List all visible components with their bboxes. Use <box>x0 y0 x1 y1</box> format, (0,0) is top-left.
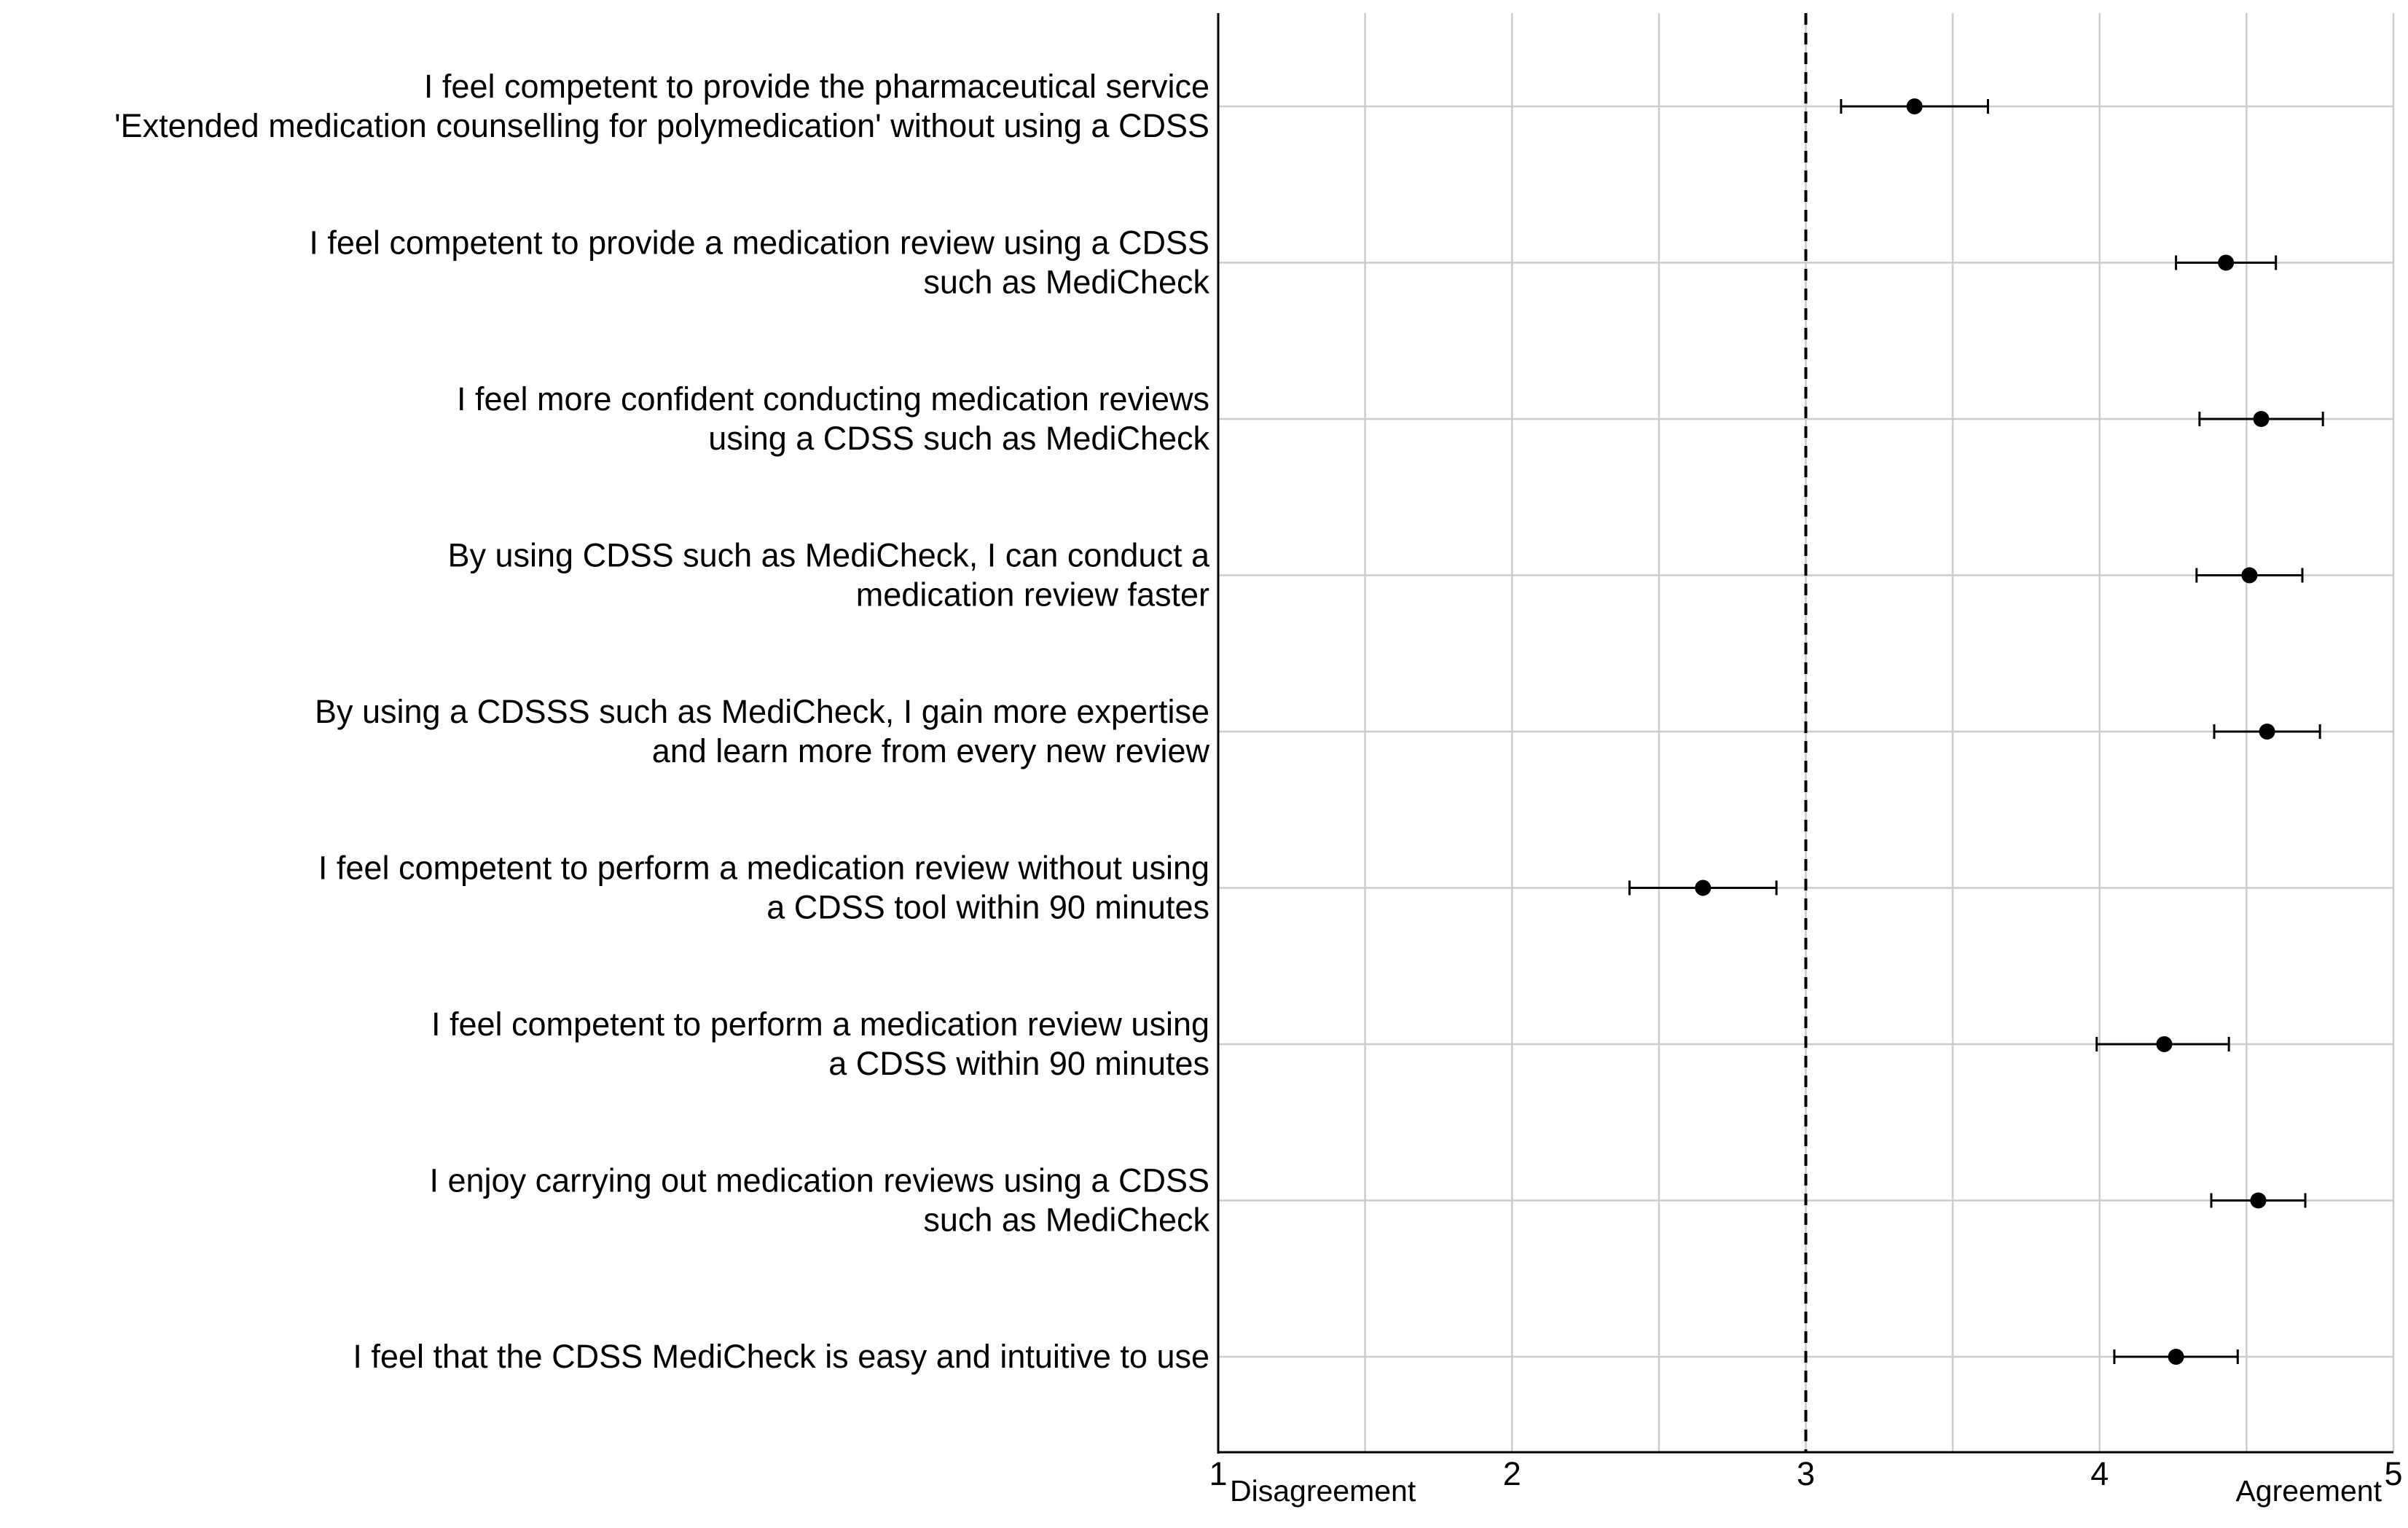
row-label-7-line-1: I feel competent to perform a medication… <box>431 1006 1209 1043</box>
row-label-6-line-1: I feel competent to perform a medication… <box>318 850 1209 887</box>
row-label-4-line-2: medication review faster <box>856 576 1209 614</box>
row-label-3-line-1: I feel more confident conducting medicat… <box>457 380 1209 418</box>
row-label-3-line-2: using a CDSS such as MediCheck <box>708 420 1209 457</box>
row-label-8-line-1: I enjoy carrying out medication reviews … <box>430 1162 1210 1199</box>
data-point-3 <box>2253 411 2270 427</box>
row-label-2-line-1: I feel competent to provide a medication… <box>309 224 1209 262</box>
disagreement-label: Disagreement <box>1230 1474 1416 1508</box>
data-point-1 <box>1906 98 1923 114</box>
row-label-7-line-2: a CDSS within 90 minutes <box>828 1045 1209 1082</box>
x-tick-label-5: 5 <box>2384 1455 2402 1492</box>
data-point-8 <box>2250 1192 2267 1209</box>
data-point-7 <box>2156 1036 2173 1052</box>
x-tick-label-3: 3 <box>1797 1455 1815 1492</box>
row-label-4-line-1: By using CDSS such as MediCheck, I can c… <box>447 537 1209 574</box>
row-label-8-line-2: such as MediCheck <box>923 1202 1209 1239</box>
row-label-5-line-1: By using a CDSSS such as MediCheck, I ga… <box>315 693 1209 730</box>
data-point-2 <box>2218 254 2235 271</box>
data-point-6 <box>1695 879 1711 896</box>
data-point-9 <box>2168 1349 2184 1365</box>
row-label-2-line-2: such as MediCheck <box>923 264 1209 301</box>
x-tick-label-2: 2 <box>1503 1455 1521 1492</box>
agreement-label: Agreement <box>2235 1474 2382 1508</box>
row-label-5-line-2: and learn more from every new review <box>652 732 1210 769</box>
row-label-1-line-1: I feel competent to provide the pharmace… <box>424 68 1209 105</box>
data-point-4 <box>2241 567 2258 584</box>
x-tick-label-1: 1 <box>1209 1455 1227 1492</box>
x-tick-label-4: 4 <box>2090 1455 2109 1492</box>
data-point-5 <box>2259 724 2275 740</box>
row-label-6-line-2: a CDSS tool within 90 minutes <box>766 889 1209 926</box>
row-label-1-line-2: 'Extended medication counselling for pol… <box>114 107 1209 144</box>
row-label-9-line-1: I feel that the CDSS MediCheck is easy a… <box>353 1338 1209 1375</box>
